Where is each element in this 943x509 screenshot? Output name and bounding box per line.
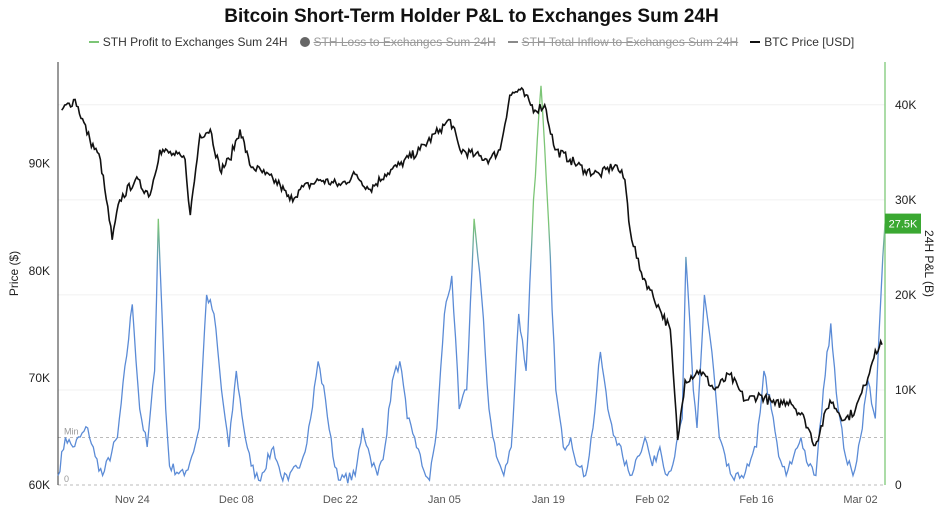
legend-line-swatch xyxy=(88,41,99,43)
right-tick-label: 40K xyxy=(895,98,916,112)
x-tick-label: Mar 02 xyxy=(843,494,877,506)
x-tick-label: Dec 22 xyxy=(323,494,358,506)
sth-profit-line xyxy=(57,85,886,484)
legend-label: STH Total Inflow to Exchanges Sum 24H xyxy=(521,35,739,49)
legend: STH Profit to Exchanges Sum 24H STH Loss… xyxy=(0,35,943,49)
x-tick-label: Jan 19 xyxy=(532,494,565,506)
right-tick-label: 0 xyxy=(895,478,902,492)
left-tick-label: 70K xyxy=(29,371,50,385)
right-axis-title: 24H P&L (B) xyxy=(922,230,936,297)
x-tick-label: Nov 24 xyxy=(115,494,150,506)
left-tick-label: 90K xyxy=(29,157,50,171)
legend-item-sth-profit[interactable]: STH Profit to Exchanges Sum 24H xyxy=(88,35,288,49)
legend-item-btc-price[interactable]: BTC Price [USD] xyxy=(750,35,854,49)
legend-dot-swatch xyxy=(299,37,310,47)
reference-label: Min xyxy=(64,426,79,436)
last-value-label: 27.5K xyxy=(889,219,918,231)
left-tick-label: 60K xyxy=(29,478,50,492)
legend-item-sth-loss[interactable]: STH Loss to Exchanges Sum 24H xyxy=(299,35,496,49)
right-tick-label: 30K xyxy=(895,193,916,207)
last-value-badge xyxy=(885,213,921,234)
x-tick-label: Feb 16 xyxy=(739,494,773,506)
x-tick-label: Feb 02 xyxy=(635,494,669,506)
x-tick-label: Jan 05 xyxy=(428,494,461,506)
right-tick-label: 10K xyxy=(895,383,916,397)
legend-label: STH Profit to Exchanges Sum 24H xyxy=(102,35,288,49)
legend-label: BTC Price [USD] xyxy=(764,35,855,49)
legend-item-sth-total-inflow[interactable]: STH Total Inflow to Exchanges Sum 24H xyxy=(507,35,739,49)
legend-label: STH Loss to Exchanges Sum 24H xyxy=(313,35,496,49)
right-tick-label: 20K xyxy=(895,288,916,302)
left-tick-label: 80K xyxy=(29,264,50,278)
btc-price-line xyxy=(61,86,883,447)
x-tick-label: Dec 08 xyxy=(219,494,254,506)
reference-label: 0 xyxy=(64,474,69,484)
left-axis-title: Price ($) xyxy=(7,251,21,296)
chart-title: Bitcoin Short-Term Holder P&L to Exchang… xyxy=(224,6,719,27)
legend-line-swatch xyxy=(750,41,761,43)
legend-line-swatch xyxy=(507,41,518,43)
